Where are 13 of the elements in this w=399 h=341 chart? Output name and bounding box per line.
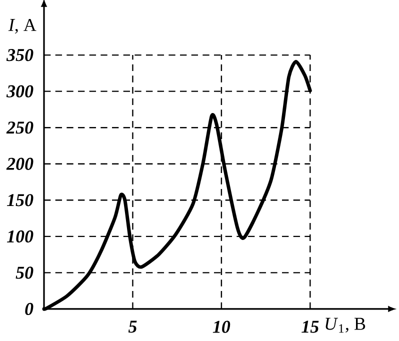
x-axis-title: U$_{1}$, В	[326, 318, 366, 333]
y-tick-label: 200	[6, 158, 34, 170]
y-tick-label: 300	[6, 85, 34, 98]
x-tick-label: 10	[212, 320, 230, 333]
x-tick-label: 15	[302, 320, 319, 333]
y-tick-label: 50	[16, 266, 34, 279]
y-axis-title: I, А	[8, 18, 36, 34]
y-tick-label: 100	[6, 230, 34, 242]
y-tick-label: 0	[25, 302, 34, 316]
x-tick-label: 5	[128, 320, 137, 333]
y-tick-label: 250	[6, 122, 34, 134]
y-tick-label: 350	[6, 48, 34, 62]
y-tick-label: 150	[6, 194, 34, 206]
